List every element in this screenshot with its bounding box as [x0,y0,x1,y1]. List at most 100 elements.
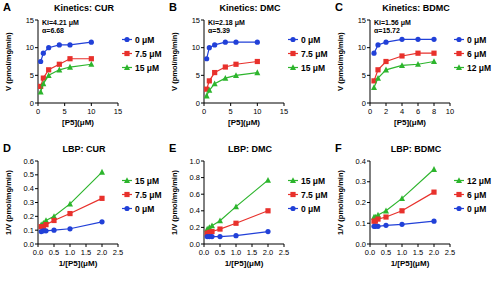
data-point [371,51,376,56]
panel-letter: C [335,1,343,13]
data-point [223,40,228,45]
data-point [415,51,420,56]
x-label: [P5](μM) [62,118,94,127]
x-label: 1/[P5](μM) [59,259,98,268]
x-tick [268,244,269,247]
legend-line [288,39,298,40]
legend-label: 12 μM [467,63,491,73]
legend-label: 15 μM [301,63,325,73]
x-label: 1/[P5](μM) [225,259,264,268]
y-tick-label: 0.2 [190,223,200,232]
x-tick-label: 6 [416,107,420,116]
data-point [38,89,44,95]
y-tick-label: 0 [362,99,366,108]
y-tick-label: 1.0 [190,157,200,166]
legend-label: 0 μM [301,204,320,214]
x-label: [P5](μM) [228,118,260,127]
data-point [89,56,94,61]
data-point [38,59,43,64]
legend-line [122,53,132,54]
panel-letter: B [169,1,177,13]
y-tick-label: 0.6 [190,190,200,199]
data-point [431,58,437,64]
x-axis [38,244,118,245]
data-point [67,211,72,216]
series-line [374,62,434,88]
data-point [371,219,376,224]
data-point [383,208,389,214]
series-line [41,59,92,87]
x-tick-label: 1.0 [65,248,75,257]
legend-line [454,180,464,181]
legend-line [122,67,132,68]
x-axis [204,244,284,245]
series-line [41,64,92,92]
legend-label: 7.5 μM [135,190,161,200]
y-tick-label: 0 [196,99,200,108]
annotation: α=6.68 [42,27,64,34]
x-tick-label: 2 [384,107,388,116]
series-line [374,53,434,81]
title: Kinetics: DMC [219,3,281,13]
legend-line [288,67,298,68]
y-axis [370,20,371,103]
legend-label: 7.5 μM [135,49,161,59]
x-tick-label: 10 [253,107,261,116]
x-tick [257,103,258,106]
x-tick-label: 2.5 [279,248,289,257]
x-tick [370,244,371,247]
y-tick [367,202,370,203]
legend-line [454,39,464,40]
x-tick-label: 1.0 [397,248,407,257]
data-point [399,195,405,201]
data-point [431,166,437,172]
y-label: 1/V (pmol/mg/min) [4,170,13,236]
x-tick-label: 15 [114,107,122,116]
y-tick [367,181,370,182]
y-tick-label: 0.4 [24,184,34,193]
data-point [255,40,260,45]
series-line [207,180,268,229]
data-point [46,45,51,50]
data-point [415,61,421,67]
y-tick-label: 0.5 [24,170,34,179]
x-tick-label: 4 [400,107,404,116]
legend-line [454,67,464,68]
x-tick [91,103,92,106]
x-tick-label: 10 [446,107,454,116]
panel-letter: F [335,142,342,154]
panel-letter: D [3,142,11,154]
panel: ELBP: DMC0.00.20.40.60.81.00.00.51.01.52… [169,142,327,268]
y-label: 1/V (pmol/mg/min) [170,170,179,236]
x-tick [70,244,71,247]
title: LBP: BDMC [391,144,442,154]
x-tick [204,244,205,247]
legend-line [122,39,132,40]
panel-letter: A [3,1,11,13]
y-tick [35,230,38,231]
data-point [233,40,238,45]
y-tick-label: 0.6 [24,157,34,166]
data-point [99,196,104,201]
x-tick [386,244,387,247]
x-tick-label: 1.0 [231,248,241,257]
annotation: Ki=2.18 μM [208,19,245,27]
x-tick-label: 2.5 [113,248,123,257]
series-line [207,62,258,90]
x-tick-label: 2.0 [429,248,439,257]
y-tick-label: 15 [358,16,366,25]
data-point [207,45,212,50]
legend-label: 0 μM [467,204,486,214]
data-point [212,80,218,86]
x-label: [P5](μM) [394,118,426,127]
legend-label: 6 μM [467,49,486,59]
x-tick-label: 0.0 [33,248,43,257]
data-point [51,218,56,223]
data-point [375,67,380,72]
x-tick [418,103,419,106]
data-point [89,40,94,45]
data-point [67,56,72,61]
y-tick [367,161,370,162]
y-tick [35,161,38,162]
x-tick-label: 0.5 [49,248,59,257]
